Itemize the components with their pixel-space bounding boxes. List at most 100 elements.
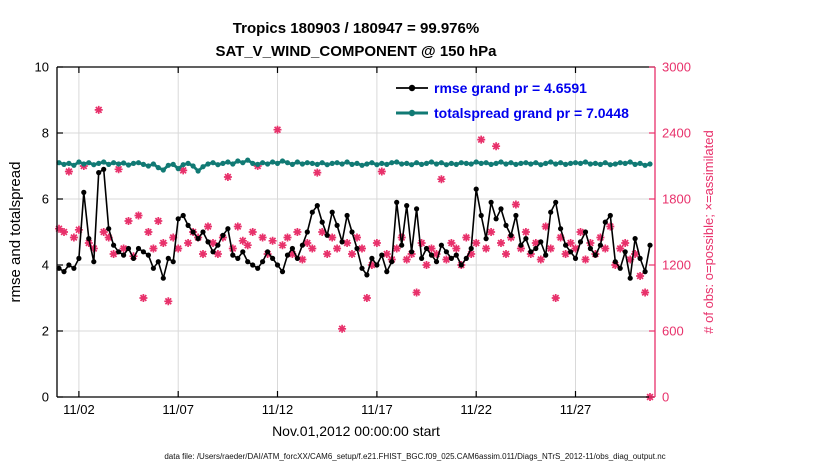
obs-asterisk-marker-icon bbox=[84, 239, 93, 247]
series-point-totalspread bbox=[473, 159, 479, 165]
obs-asterisk-marker-icon bbox=[164, 297, 173, 306]
series-point-totalspread bbox=[572, 160, 579, 166]
obs-asterisk-marker-icon bbox=[199, 250, 207, 258]
series-point-totalspread bbox=[294, 159, 300, 165]
obs-asterisk-marker-icon bbox=[477, 135, 486, 144]
obs-asterisk-marker-icon bbox=[616, 244, 625, 253]
y-left-tick-label: 4 bbox=[42, 258, 49, 273]
x-tick-label: 11/27 bbox=[560, 402, 592, 417]
series-point-totalspread bbox=[553, 161, 559, 167]
series-point-rmse bbox=[210, 249, 216, 255]
series-point-rmse bbox=[473, 186, 479, 192]
series-point-rmse bbox=[627, 275, 633, 281]
plot-area: 0 2 4 6 8 10 0 600 1200 1800 2400 3000 11/02 11/07 11/… bbox=[35, 60, 691, 418]
series-point-rmse bbox=[200, 229, 206, 235]
obs-asterisk-marker-icon bbox=[283, 233, 292, 242]
series-point-totalspread bbox=[543, 160, 549, 166]
series-point-totalspread bbox=[160, 167, 166, 173]
series-point-rmse bbox=[528, 249, 534, 255]
series-point-rmse bbox=[66, 262, 72, 268]
series-point-rmse bbox=[538, 239, 544, 245]
obs-asterisk-marker-icon bbox=[308, 244, 317, 253]
series-point-rmse bbox=[448, 255, 454, 261]
obs-asterisk-marker-icon bbox=[353, 233, 361, 242]
series-totalspread bbox=[56, 157, 653, 174]
obs-asterisk-marker-icon bbox=[367, 261, 376, 269]
series-point-totalspread bbox=[513, 161, 519, 167]
series-point-rmse bbox=[374, 262, 380, 268]
series-point-rmse bbox=[235, 255, 241, 261]
obs-asterisk-marker-icon bbox=[318, 228, 327, 236]
obs-asterisk-marker-icon bbox=[338, 324, 347, 333]
series-point-rmse bbox=[61, 269, 67, 275]
series-point-totalspread bbox=[414, 160, 420, 166]
y-left-tick-label: 0 bbox=[42, 390, 49, 405]
series-point-totalspread bbox=[364, 161, 370, 167]
x-tick-label: 11/22 bbox=[460, 402, 492, 417]
obs-asterisk-marker-icon bbox=[626, 255, 635, 264]
series-point-rmse bbox=[493, 216, 499, 222]
series-point-rmse bbox=[250, 262, 256, 268]
data-file-caption: data file: /Users/raeder/DAI/ATM_forcXX/… bbox=[164, 452, 665, 461]
obs-asterisk-marker-icon bbox=[358, 244, 366, 253]
series-point-rmse bbox=[364, 272, 370, 278]
series-point-rmse bbox=[344, 212, 350, 219]
series-point-rmse bbox=[508, 232, 514, 238]
series-point-rmse bbox=[419, 255, 425, 261]
obs-asterisk-marker-icon bbox=[427, 244, 436, 253]
obs-asterisk-marker-icon bbox=[492, 142, 501, 151]
series-point-totalspread bbox=[121, 160, 127, 166]
series-point-rmse bbox=[433, 259, 440, 265]
series-point-rmse bbox=[568, 249, 574, 255]
series-point-totalspread bbox=[314, 161, 320, 167]
series-point-rmse bbox=[304, 229, 310, 235]
series-point-totalspread bbox=[205, 161, 211, 167]
obs-asterisk-marker-icon bbox=[377, 167, 386, 176]
series-point-rmse bbox=[220, 232, 226, 238]
series-point-rmse bbox=[299, 242, 305, 248]
obs-asterisk-marker-icon bbox=[641, 288, 650, 297]
series-point-rmse bbox=[458, 262, 464, 268]
series-point-totalspread bbox=[528, 161, 534, 167]
obs-asterisk-marker-icon bbox=[412, 288, 421, 297]
series-point-totalspread bbox=[81, 161, 87, 167]
series-point-rmse bbox=[389, 259, 395, 265]
series-point-rmse bbox=[438, 242, 444, 248]
series-point-totalspread bbox=[200, 164, 206, 170]
series-point-totalspread bbox=[369, 160, 375, 166]
series-point-totalspread bbox=[627, 159, 633, 165]
series-point-totalspread bbox=[250, 160, 256, 166]
series-point-rmse bbox=[647, 242, 653, 248]
obs-asterisk-marker-icon bbox=[566, 239, 575, 247]
series-point-totalspread bbox=[61, 161, 67, 167]
series-point-totalspread bbox=[443, 162, 449, 168]
series-point-rmse bbox=[76, 255, 82, 261]
obs-asterisk-marker-icon bbox=[601, 244, 610, 253]
obs-asterisk-marker-icon bbox=[223, 173, 232, 181]
series-point-rmse bbox=[622, 249, 628, 255]
series-point-totalspread bbox=[632, 161, 638, 167]
y-right-tick-label: 3000 bbox=[662, 60, 691, 75]
obs-asterisk-marker-icon bbox=[516, 244, 525, 253]
series-point-totalspread bbox=[324, 162, 330, 168]
obs-asterisk-marker-icon bbox=[74, 225, 83, 234]
series-point-totalspread bbox=[558, 160, 564, 166]
obs-asterisk-marker-icon bbox=[511, 200, 520, 209]
series-point-rmse bbox=[428, 252, 435, 258]
series-point-rmse bbox=[260, 259, 266, 265]
obs-asterisk-marker-icon bbox=[541, 222, 550, 231]
obs-asterisk-marker-icon bbox=[402, 255, 411, 264]
series-point-totalspread bbox=[329, 160, 335, 166]
obs-asterisk-marker-icon bbox=[273, 125, 282, 134]
series-point-totalspread bbox=[463, 160, 469, 166]
obs-asterisk-marker-icon bbox=[99, 228, 108, 236]
series-point-totalspread bbox=[279, 158, 286, 164]
series-point-totalspread bbox=[359, 162, 365, 168]
obs-asterisk-marker-icon bbox=[611, 261, 620, 269]
series-point-totalspread bbox=[379, 160, 385, 166]
series-point-totalspread bbox=[409, 162, 415, 168]
series-point-rmse bbox=[309, 209, 315, 215]
x-tick-label: 11/07 bbox=[162, 402, 194, 417]
series-point-totalspread bbox=[518, 160, 524, 166]
